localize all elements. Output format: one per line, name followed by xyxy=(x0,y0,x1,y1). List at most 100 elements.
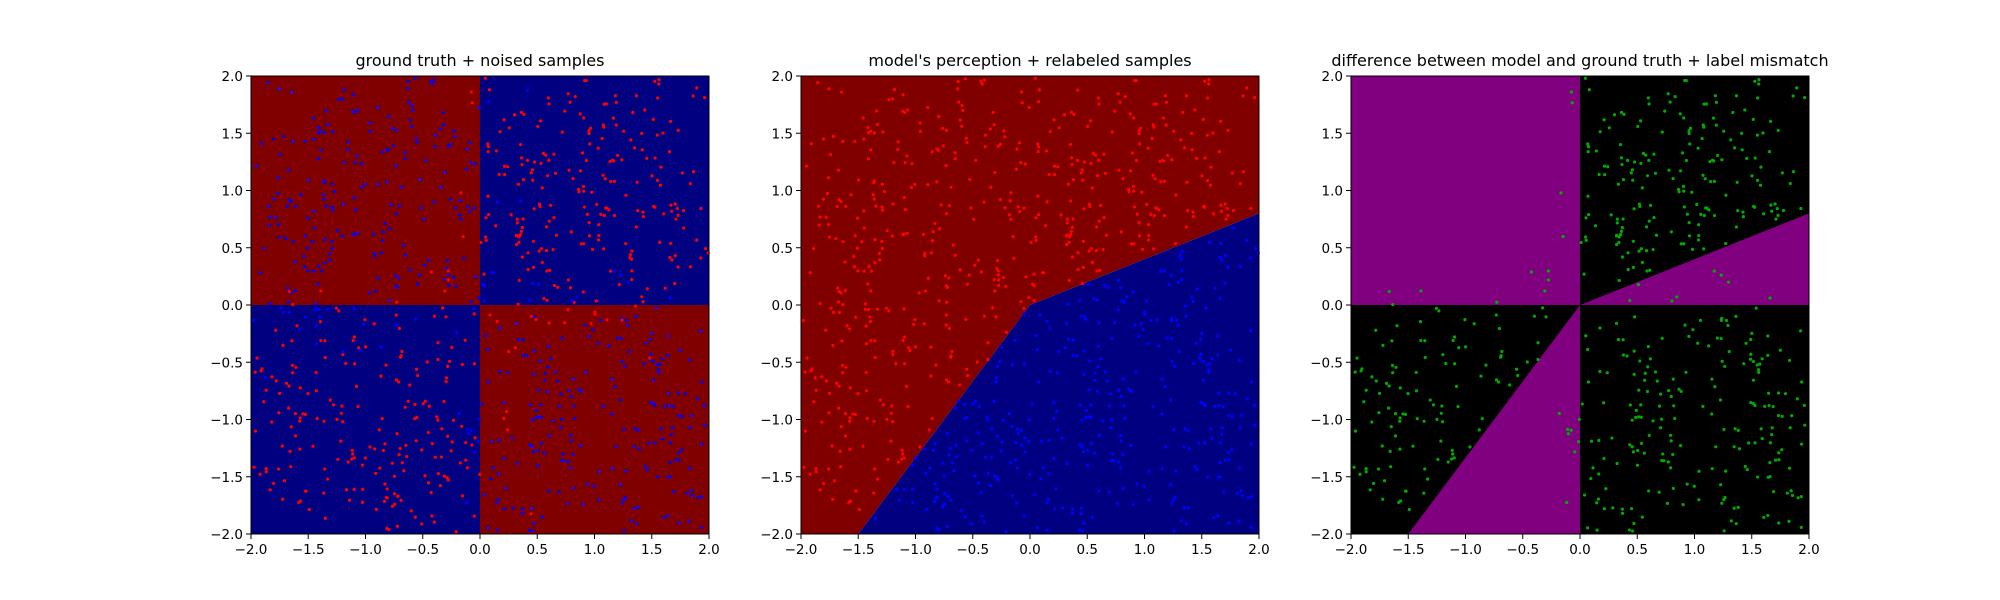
data-point xyxy=(924,471,928,475)
data-point xyxy=(569,230,573,234)
data-point xyxy=(304,315,308,319)
data-point xyxy=(1630,445,1634,449)
data-point xyxy=(374,507,378,511)
data-point xyxy=(464,441,468,445)
data-point xyxy=(1678,112,1682,116)
data-point xyxy=(1249,442,1254,446)
data-point xyxy=(691,94,695,98)
data-point xyxy=(1041,271,1046,275)
data-point xyxy=(1767,391,1771,395)
data-point xyxy=(1726,323,1730,328)
data-point xyxy=(275,191,280,196)
data-point xyxy=(1010,494,1015,498)
data-point xyxy=(988,483,993,488)
data-point xyxy=(295,324,299,328)
data-point xyxy=(824,379,828,383)
x-tick-label: −0.5 xyxy=(406,542,439,558)
data-point xyxy=(392,492,397,496)
data-point xyxy=(951,243,956,247)
data-point xyxy=(1137,334,1141,338)
data-point xyxy=(540,186,544,190)
data-point xyxy=(520,511,525,515)
data-point xyxy=(298,327,302,331)
data-point xyxy=(1704,206,1708,210)
data-point xyxy=(381,239,385,243)
data-point xyxy=(980,514,984,518)
data-point xyxy=(1525,360,1529,364)
data-point xyxy=(298,386,302,390)
data-point xyxy=(1630,168,1635,172)
data-point xyxy=(1199,337,1203,342)
data-point xyxy=(1450,457,1454,461)
data-point xyxy=(1080,445,1084,449)
data-point xyxy=(814,466,818,471)
data-point xyxy=(539,441,544,445)
y-tick-label: −0.5 xyxy=(210,355,243,371)
data-point xyxy=(539,247,543,251)
data-point xyxy=(1685,212,1689,216)
region-1 xyxy=(480,76,709,305)
data-point xyxy=(323,261,327,265)
data-point xyxy=(902,307,906,311)
data-point xyxy=(1241,169,1246,174)
data-point xyxy=(1164,445,1168,449)
data-point xyxy=(506,165,510,169)
y-tick-label: 1.0 xyxy=(1322,184,1343,200)
data-point xyxy=(950,461,954,465)
data-point xyxy=(658,240,662,244)
data-point xyxy=(1615,461,1619,466)
data-point xyxy=(552,152,556,156)
data-point xyxy=(619,336,623,341)
data-point xyxy=(1129,242,1133,246)
data-point xyxy=(1140,190,1144,194)
data-point xyxy=(395,128,399,132)
data-point xyxy=(943,274,947,278)
data-point xyxy=(1224,458,1228,462)
data-point xyxy=(1777,458,1781,462)
data-point xyxy=(1080,281,1085,286)
data-point xyxy=(1087,202,1092,206)
data-point xyxy=(314,370,318,375)
data-point xyxy=(495,200,499,204)
data-point xyxy=(287,406,291,410)
data-point xyxy=(433,145,437,149)
data-point xyxy=(502,164,507,168)
data-point xyxy=(1647,158,1651,162)
data-point xyxy=(1679,242,1683,246)
data-point xyxy=(288,449,292,453)
data-point xyxy=(344,361,348,366)
data-point xyxy=(1102,283,1107,288)
data-point xyxy=(630,269,634,273)
data-point xyxy=(663,286,667,290)
data-point xyxy=(1423,467,1427,471)
data-point xyxy=(922,322,926,326)
data-point xyxy=(1516,373,1520,378)
data-point xyxy=(944,212,949,216)
data-point xyxy=(1128,169,1133,173)
data-point xyxy=(882,189,887,194)
data-point xyxy=(592,484,596,488)
data-point xyxy=(1616,182,1620,186)
data-point xyxy=(1084,415,1088,419)
data-point xyxy=(658,183,663,187)
data-point xyxy=(1802,403,1806,408)
data-point xyxy=(628,253,632,257)
data-point xyxy=(941,144,945,148)
data-point xyxy=(582,189,586,193)
data-point xyxy=(596,146,600,150)
data-point xyxy=(941,126,945,131)
data-point xyxy=(1692,484,1696,488)
data-point xyxy=(1422,419,1426,423)
data-point xyxy=(1007,411,1011,416)
data-point xyxy=(1616,337,1621,342)
data-point xyxy=(1541,306,1545,310)
data-point xyxy=(854,489,858,493)
data-point xyxy=(396,494,400,498)
data-point xyxy=(1757,78,1761,82)
data-point xyxy=(1207,370,1211,374)
data-point xyxy=(1620,162,1624,167)
data-point xyxy=(1027,105,1031,110)
x-tick-label: 0.5 xyxy=(1627,542,1648,558)
data-point xyxy=(607,344,611,348)
data-point xyxy=(674,458,678,462)
